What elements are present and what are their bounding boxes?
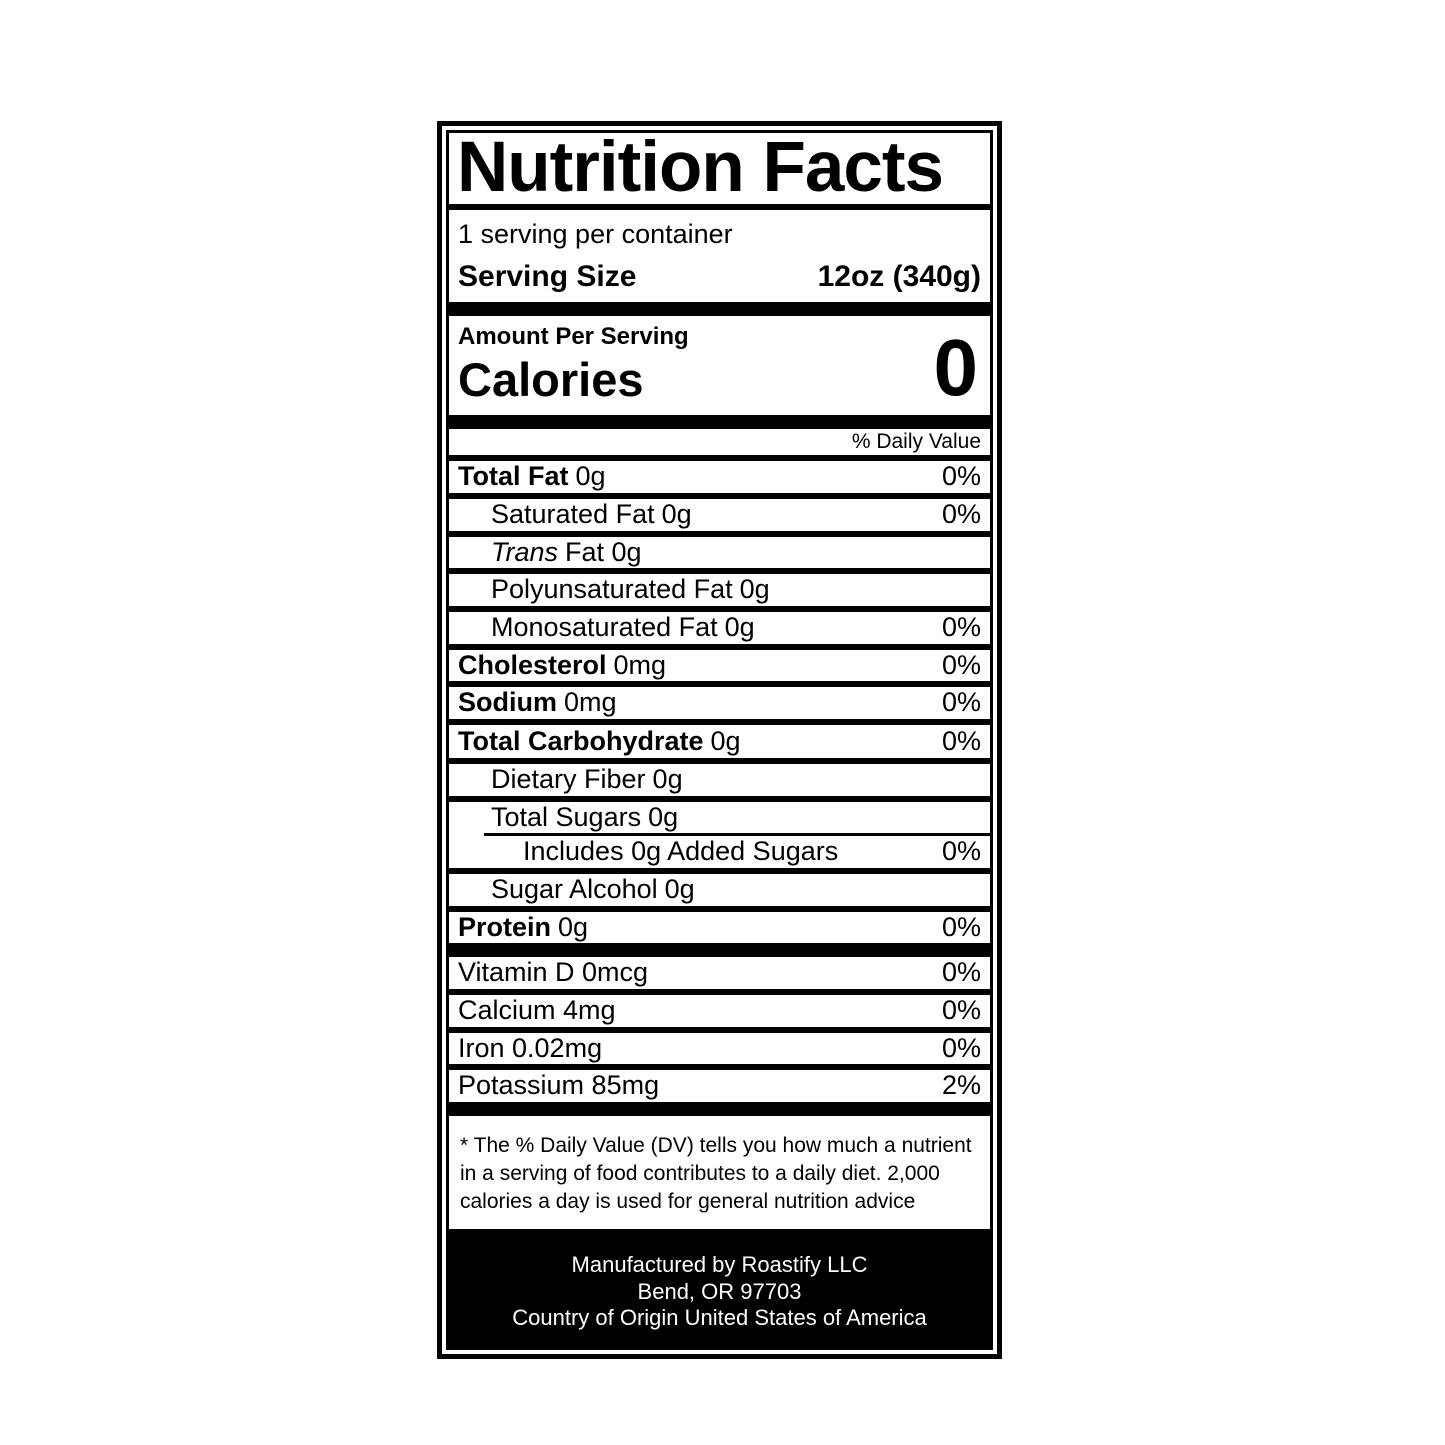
serving-size-row: Serving Size 12oz (340g) [458,260,981,294]
row-total-carbohydrate: Total Carbohydrate 0g 0% [446,722,993,761]
daily-value-footnote: * The % Daily Value (DV) tells you how m… [446,1113,993,1232]
nutrient-name: Sugar Alcohol 0g [491,873,695,904]
nutrient-name: Includes 0g Added Sugars [523,836,839,867]
nutrient-name: Calcium 4mg [458,994,616,1025]
amount-per-serving-label: Amount Per Serving [458,322,689,350]
section-divider [446,1105,993,1113]
nutrient-dv: 0% [941,612,981,643]
nutrition-facts-label: Nutrition Facts 1 serving per container … [437,121,1002,1360]
row-protein: Protein 0g 0% [446,908,993,947]
daily-value-header: % Daily Value [851,430,981,454]
row-added-sugars: Includes 0g Added Sugars 0% [449,836,990,868]
nutrient-name: Saturated Fat 0g [491,499,692,529]
row-polyunsaturated-fat: Polyunsaturated Fat 0g [446,571,993,610]
nutrient-name: Sodium 0mg [458,687,617,718]
nutrient-dv: 0% [941,957,981,988]
nutrient-dv: 0% [941,994,981,1025]
nutrient-name: Cholesterol 0mg [458,649,667,680]
row-trans-fat: Trans Fat 0g [446,533,993,572]
row-sugar-alcohol: Sugar Alcohol 0g [446,870,993,909]
nutrient-dv: 0% [941,687,981,718]
row-total-fat: Total Fat 0g 0% [446,458,993,496]
row-cholesterol: Cholesterol 0mg 0% [446,646,993,685]
row-sodium: Sodium 0mg 0% [446,684,993,723]
nutrient-name: Total Carbohydrate 0g [458,725,741,756]
nutrient-dv: 0% [941,726,981,757]
nutrient-name: Trans Fat 0g [491,536,642,567]
section-divider [446,304,993,313]
nutrient-name: Potassium 85mg [458,1070,660,1101]
indented-divider [484,833,990,837]
nutrient-name: Polyunsaturated Fat 0g [491,574,770,605]
nutrient-dv: 0% [941,836,981,867]
address-line: Bend, OR 97703 [637,1278,802,1304]
servings-per-container: 1 serving per container [458,219,733,250]
nutrient-dv: 0% [941,461,981,492]
nutrient-name: Total Sugars 0g [491,801,679,832]
nutrient-dv: 0% [941,1032,981,1063]
daily-value-header-row: % Daily Value [446,426,993,459]
serving-size-value: 12oz (340g) [817,259,981,293]
nutrient-name: Iron 0.02mg [458,1032,603,1063]
row-potassium: Potassium 85mg 2% [446,1067,993,1105]
nutrient-name: Vitamin D 0mcg [458,957,649,988]
nutrient-name: Monosaturated Fat 0g [491,612,755,643]
serving-section: 1 serving per container Serving Size 12o… [446,207,993,305]
section-divider [446,946,993,955]
calories-section: Amount Per Serving Calories 0 [446,312,993,419]
row-dietary-fiber: Dietary Fiber 0g [446,760,993,799]
nutrient-dv: 0% [941,499,981,529]
title-section: Nutrition Facts [446,128,993,208]
row-calcium: Calcium 4mg 0% [446,991,993,1030]
origin-line: Country of Origin United States of Ameri… [512,1305,927,1331]
row-saturated-fat: Saturated Fat 0g 0% [446,496,993,534]
manufacturer-line: Manufactured by Roastify LLC [571,1251,868,1277]
serving-size-label: Serving Size [458,259,637,293]
row-monosaturated-fat: Monosaturated Fat 0g 0% [446,609,993,647]
nutrient-dv: 0% [941,911,981,942]
nutrient-dv: 2% [941,1070,981,1101]
label-title: Nutrition Facts [457,128,944,207]
section-divider [446,418,993,427]
row-iron: Iron 0.02mg 0% [446,1029,993,1068]
nutrient-name: Total Fat 0g [458,461,606,492]
calories-value: 0 [933,322,979,412]
nutrient-name: Dietary Fiber 0g [491,763,683,794]
calories-label: Calories [458,352,644,406]
nutrient-name: Protein 0g [458,911,589,942]
row-vitamin-d: Vitamin D 0mcg 0% [446,954,993,992]
row-total-sugars: Total Sugars 0g [449,802,990,834]
sugars-group: Total Sugars 0g Includes 0g Added Sugars … [446,798,993,871]
nutrient-dv: 0% [941,649,981,680]
manufacturer-footer: Manufactured by Roastify LLC Bend, OR 97… [446,1231,993,1351]
